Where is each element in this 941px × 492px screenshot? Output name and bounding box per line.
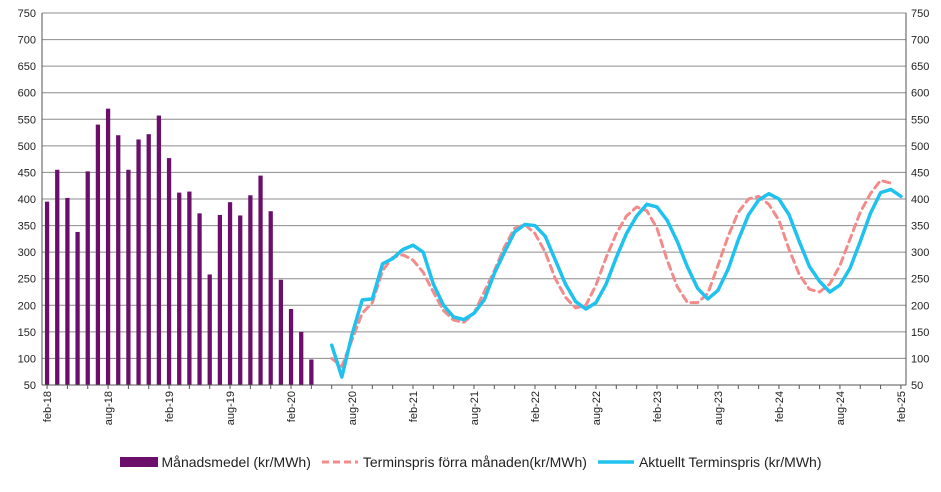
y-tick-right-100: 100 — [911, 353, 929, 365]
x-tick-aug-19: aug-19 — [225, 391, 237, 425]
legend-label-terminspris-forra: Terminspris förra månaden(kr/MWh) — [362, 454, 587, 470]
bar-20 — [238, 215, 243, 385]
bar-3 — [65, 197, 70, 385]
y-tick-left-750: 750 — [18, 8, 36, 20]
y-tick-left-350: 350 — [18, 221, 36, 233]
bar-14 — [177, 192, 182, 385]
y-tick-left-700: 700 — [18, 35, 36, 47]
gridlines — [42, 12, 906, 359]
bar-5 — [85, 171, 90, 385]
y-tick-left-100: 100 — [18, 353, 36, 365]
x-tick-feb-19: feb-19 — [164, 391, 176, 422]
bar-10 — [136, 139, 141, 385]
legend: Månadsmedel (kr/MWh) Terminspris förra m… — [0, 447, 941, 477]
legend-item-terminspris-forra: Terminspris förra månaden(kr/MWh) — [321, 454, 587, 470]
bar-7 — [105, 108, 111, 385]
y-tick-right-500: 500 — [911, 141, 929, 153]
y-tick-left-50: 50 — [24, 380, 36, 392]
bar-4 — [75, 231, 80, 385]
y-tick-right-700: 700 — [911, 35, 929, 47]
x-tick-aug-21: aug-21 — [469, 391, 481, 425]
bar-24 — [278, 279, 284, 385]
bar-12 — [156, 115, 162, 385]
x-tick-feb-24: feb-24 — [774, 391, 786, 422]
x-tick-feb-20: feb-20 — [286, 391, 298, 422]
y-tick-left-400: 400 — [18, 194, 36, 206]
bar-11 — [146, 134, 151, 385]
y-axis-right-labels: 50 100 150 200 250 300 350 400 450 500 550 600 650 70… — [911, 8, 929, 392]
bar-22 — [258, 175, 263, 385]
legend-swatch-solid-line — [597, 460, 634, 464]
bar-2 — [55, 169, 60, 385]
y-tick-right-350: 350 — [911, 221, 929, 233]
bar-8 — [116, 135, 121, 385]
x-tick-feb-18: feb-18 — [42, 391, 54, 422]
legend-item-manadsmedel: Månadsmedel (kr/MWh) — [119, 454, 311, 470]
y-tick-left-200: 200 — [18, 300, 36, 312]
bar-21 — [248, 195, 253, 385]
axes — [41, 13, 907, 389]
y-tick-left-150: 150 — [18, 327, 36, 339]
y-tick-left-600: 600 — [18, 88, 36, 100]
legend-swatch-dashed-line — [321, 460, 358, 464]
legend-item-aktuellt-terminspris: Aktuellt Terminspris (kr/MWh) — [597, 454, 822, 470]
y-tick-right-600: 600 — [911, 88, 929, 100]
bar-16 — [197, 213, 202, 385]
y-tick-right-150: 150 — [911, 327, 929, 339]
x-tick-aug-24: aug-24 — [835, 391, 847, 425]
bar-9 — [126, 169, 131, 385]
line-aktuellt-terminspris — [329, 187, 903, 379]
y-tick-right-200: 200 — [911, 300, 929, 312]
bar-25 — [288, 309, 294, 385]
bar-13 — [166, 158, 172, 385]
chart-canvas: 50 100 150 200 250 300 350 400 450 500 550 600 650 70… — [18, 8, 930, 425]
bar-27 — [309, 359, 314, 385]
y-tick-right-750: 750 — [911, 8, 929, 20]
y-tick-right-400: 400 — [911, 194, 929, 206]
bar-15 — [187, 191, 192, 385]
x-tick-feb-22: feb-22 — [530, 391, 542, 422]
y-tick-left-450: 450 — [18, 167, 36, 179]
legend-swatch-bars — [119, 457, 158, 467]
y-tick-left-300: 300 — [18, 247, 36, 259]
y-tick-right-550: 550 — [911, 114, 929, 126]
bar-26 — [299, 331, 304, 385]
bar-6 — [95, 124, 101, 385]
y-tick-left-500: 500 — [18, 141, 36, 153]
line-terminspris-forra-manaden — [330, 178, 893, 368]
x-tick-aug-23: aug-23 — [713, 391, 725, 425]
legend-label-aktuellt-terminspris: Aktuellt Terminspris (kr/MWh) — [638, 454, 822, 470]
y-tick-right-450: 450 — [911, 167, 929, 179]
bar-1 — [44, 201, 50, 385]
bar-18 — [217, 214, 223, 385]
x-axis-labels: feb-18 aug-18 feb-19 aug-19 feb-20 aug-20 feb-… — [42, 391, 908, 425]
y-axis-left-labels: 50 100 150 200 250 300 350 400 450 500 550 600 650 70… — [18, 8, 36, 392]
line-series — [329, 178, 903, 379]
bar-23 — [268, 211, 273, 385]
bar-series-manadsmedel — [44, 108, 314, 385]
y-tick-right-300: 300 — [911, 247, 929, 259]
y-tick-left-650: 650 — [18, 61, 36, 73]
y-tick-right-50: 50 — [911, 380, 923, 392]
x-tick-feb-21: feb-21 — [408, 391, 420, 422]
y-tick-left-250: 250 — [18, 274, 36, 286]
x-tick-aug-20: aug-20 — [347, 391, 359, 425]
legend-label-manadsmedel: Månadsmedel (kr/MWh) — [161, 454, 311, 470]
x-tick-feb-25: feb-25 — [896, 391, 908, 422]
x-tick-feb-23: feb-23 — [652, 391, 664, 422]
y-tick-right-250: 250 — [911, 274, 929, 286]
x-tick-aug-18: aug-18 — [103, 391, 115, 425]
x-tick-aug-22: aug-22 — [591, 391, 603, 425]
bar-17 — [207, 274, 212, 385]
bar-19 — [227, 202, 233, 385]
y-tick-left-550: 550 — [18, 114, 36, 126]
y-tick-right-650: 650 — [911, 61, 929, 73]
